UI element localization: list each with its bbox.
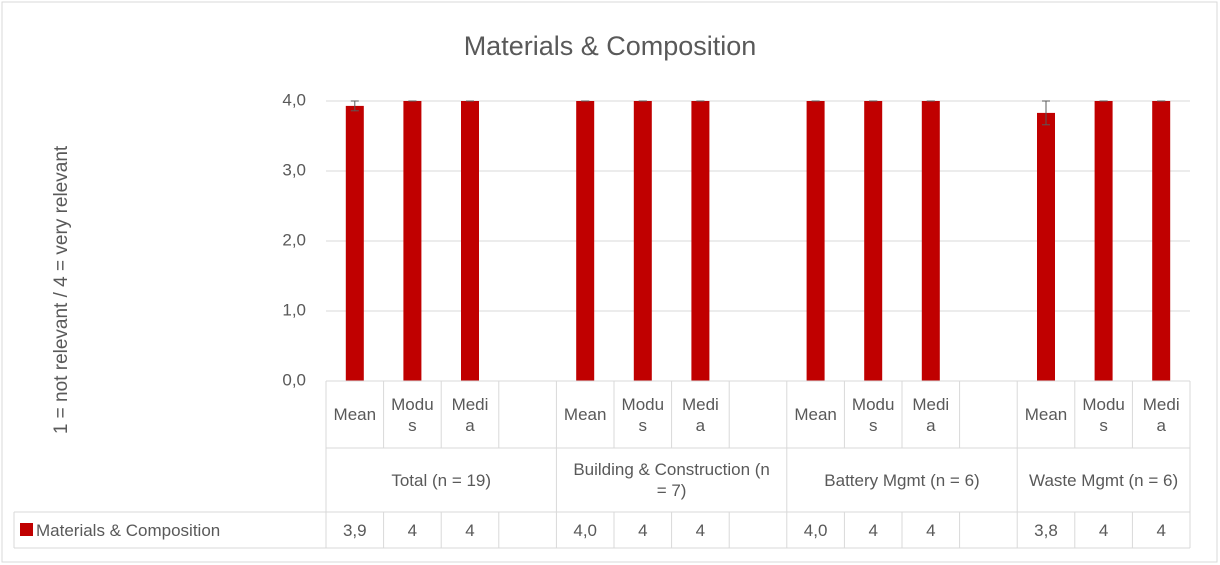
category-label: Modus — [1082, 394, 1125, 435]
table-value: 3,8 — [1034, 520, 1058, 540]
y-tick-label: 2,0 — [282, 230, 306, 249]
table-value: 3,9 — [342, 520, 367, 540]
category-label: Mean — [794, 405, 837, 424]
table-value: 4 — [926, 520, 936, 540]
group-label: Waste Mgmt (n = 6) — [1029, 470, 1179, 490]
bar — [691, 101, 710, 381]
table-value: 4 — [1098, 520, 1109, 540]
category-label: Media — [681, 394, 719, 435]
table-value: 4 — [638, 520, 648, 540]
legend-label: Materials & Composition — [36, 520, 221, 540]
table-value: 4,0 — [573, 520, 597, 540]
bar — [1152, 101, 1171, 381]
bar — [1037, 112, 1055, 382]
category-label: Media — [1142, 394, 1180, 435]
bar — [576, 101, 595, 381]
category-label: Media — [451, 394, 489, 435]
table-value: 4 — [695, 520, 706, 540]
bar — [864, 101, 883, 381]
legend-swatch — [20, 523, 33, 536]
bar — [345, 105, 364, 382]
bar — [461, 101, 479, 381]
category-label: Media — [912, 394, 950, 435]
category-label: Modus — [621, 394, 665, 435]
table-value: 4 — [868, 520, 878, 540]
table-value: 4 — [407, 520, 418, 540]
y-tick-label: 1,0 — [282, 300, 306, 319]
table-value: 4,0 — [803, 520, 828, 540]
y-axis-title: 1 = not relevant / 4 = very relevant — [51, 145, 72, 434]
table-value: 4 — [465, 520, 475, 540]
category-label: Mean — [563, 405, 607, 424]
group-label: Battery Mgmt (n = 6) — [824, 470, 980, 490]
bar — [921, 101, 940, 381]
group-label: Total (n = 19) — [391, 470, 492, 490]
bar — [633, 101, 652, 381]
bar — [806, 101, 825, 381]
table-value: 4 — [1156, 520, 1166, 540]
bar — [403, 101, 422, 381]
chart-title: Materials & Composition — [464, 31, 757, 61]
category-label: Modus — [851, 394, 895, 435]
category-label: Mean — [333, 405, 377, 424]
y-tick-label: 0,0 — [282, 370, 306, 389]
bar — [1094, 101, 1113, 381]
group-label: Building & Construction (n = 7) — [573, 460, 770, 500]
category-label: Mean — [1024, 405, 1068, 424]
y-tick-label: 3,0 — [282, 160, 306, 179]
y-tick-label: 4,0 — [282, 90, 306, 109]
category-label: Modus — [391, 394, 434, 435]
